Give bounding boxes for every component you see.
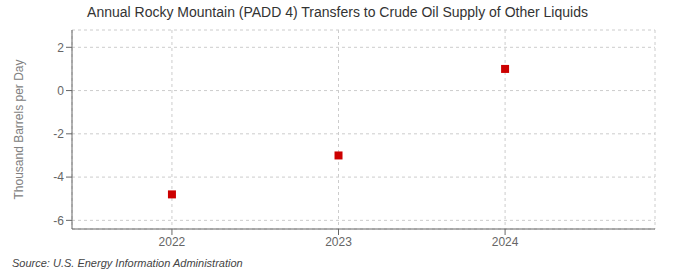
- svg-text:Thousand Barrels per Day: Thousand Barrels per Day: [12, 59, 26, 199]
- svg-text:0: 0: [57, 84, 64, 98]
- svg-text:2023: 2023: [325, 235, 352, 249]
- svg-text:2024: 2024: [492, 235, 519, 249]
- svg-text:-2: -2: [53, 127, 64, 141]
- html-text:Annual Rocky Mountain (PADD 4): Annual Rocky Mountain (PADD 4) Transfers…: [87, 4, 588, 20]
- svg-text:-4: -4: [53, 170, 64, 184]
- svg-text:2022: 2022: [159, 235, 186, 249]
- svg-text:2: 2: [57, 41, 64, 55]
- svg-text:-6: -6: [53, 214, 64, 228]
- html-text:Source: U.S. Energy Informatio: Source: U.S. Energy Information Administ…: [12, 257, 243, 269]
